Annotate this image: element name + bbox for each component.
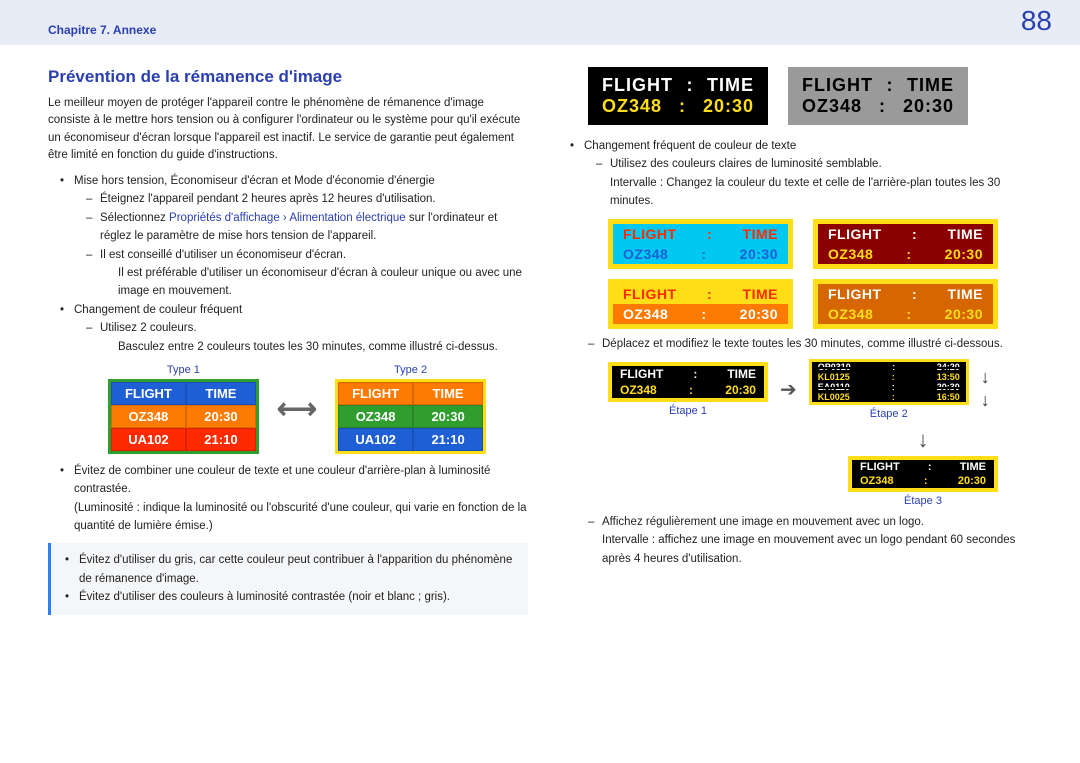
step3-panel: FLIGHT:TIME OZ348:20:30 <box>848 456 998 492</box>
bullet-avoid-contrast: Évitez de combiner une couleur de texte … <box>64 462 528 536</box>
logo-interval: Intervalle : affichez une image en mouve… <box>602 531 1038 568</box>
note-contrast: Évitez d'utiliser des couleurs à luminos… <box>69 588 516 606</box>
sub-logo: Affichez régulièrement une image en mouv… <box>592 513 1038 568</box>
panel-black: FLIGHT:TIME OZ348:20:30 <box>588 67 768 125</box>
step2-label: Étape 2 <box>809 408 969 420</box>
step1-label: Étape 1 <box>608 405 768 417</box>
section-title: Prévention de la rémanence d'image <box>48 67 528 87</box>
luminosity-note: (Luminosité : indique la luminosité ou l… <box>74 499 528 536</box>
chapter-label: Chapitre 7. Annexe <box>48 23 156 37</box>
yp-2: FLIGHT:TIME OZ348:20:30 <box>813 219 998 269</box>
step1-panel: FLIGHT:TIME OZ348:20:30 <box>608 362 768 402</box>
interval-note: Intervalle : Changez la couleur du texte… <box>610 174 1038 211</box>
bullet-power: Mise hors tension, Économiseur d'écran e… <box>64 172 528 301</box>
arrow-down-icon: ↓ <box>918 427 929 453</box>
note-box: Évitez d'utiliser du gris, car cette cou… <box>48 543 528 614</box>
arrow-right-icon: ➔ <box>780 377 797 402</box>
sub-2colors-detail: Basculez entre 2 couleurs toutes les 30 … <box>100 338 528 356</box>
note-grey: Évitez d'utiliser du gris, car cette cou… <box>69 551 516 588</box>
yp-3: FLIGHT:TIME OZ348:20:30 <box>608 279 793 329</box>
sub-light-colors: Utilisez des couleurs claires de luminos… <box>600 155 1038 210</box>
sub-2colors: Utilisez 2 couleurs. Basculez entre 2 co… <box>90 319 528 356</box>
sub-move-text: Déplacez et modifiez le texte toutes les… <box>592 335 1038 353</box>
intro-paragraph: Le meilleur moyen de protéger l'appareil… <box>48 95 528 164</box>
swap-arrows-icon: ⟷ <box>277 392 317 425</box>
link-display-props[interactable]: Propriétés d'affichage <box>169 212 280 224</box>
bullet-color-change: Changement de couleur fréquent Utilisez … <box>64 301 528 356</box>
type1-label: Type 1 <box>108 364 259 376</box>
yellow-panels: FLIGHT:TIME OZ348:20:30 FLIGHT:TIME OZ34… <box>608 219 1038 329</box>
bullet-text-color: Changement fréquent de couleur de texte … <box>574 137 1038 211</box>
type-figure: Type 1 FLIGHT TIME OZ348 20:30 UA102 21:… <box>66 364 528 454</box>
type2-label: Type 2 <box>335 364 486 376</box>
step2-panel: OP0310:24:20 KL0125:13:50 EA0110:20:30 K… <box>809 359 969 405</box>
steps-figure: FLIGHT:TIME OZ348:20:30 Étape 1 ➔ OP0310… <box>608 359 1038 420</box>
link-power[interactable]: Alimentation électrique <box>289 212 405 224</box>
sub-screensaver-detail: Il est préférable d'utiliser un économis… <box>100 264 528 301</box>
type2-table: FLIGHT TIME OZ348 20:30 UA102 21:10 <box>335 379 486 454</box>
step3-label: Étape 3 <box>904 495 942 507</box>
yp-1: FLIGHT:TIME OZ348:20:30 <box>608 219 793 269</box>
left-column: Prévention de la rémanence d'image Le me… <box>48 67 528 615</box>
type1-table: FLIGHT TIME OZ348 20:30 UA102 21:10 <box>108 379 259 454</box>
right-column: FLIGHT:TIME OZ348:20:30 FLIGHT:TIME OZ34… <box>558 67 1038 615</box>
sub-select-props: Sélectionnez Propriétés d'affichage › Al… <box>90 209 528 246</box>
panel-grey: FLIGHT:TIME OZ348:20:30 <box>788 67 968 125</box>
sub-off-2h: Éteignez l'appareil pendant 2 heures apr… <box>90 190 528 208</box>
header-bar: Chapitre 7. Annexe 88 <box>0 0 1080 45</box>
page-number: 88 <box>1021 5 1052 37</box>
side-arrows-icon: ↓↓ <box>981 367 990 411</box>
yp-4: FLIGHT:TIME OZ348:20:30 <box>813 279 998 329</box>
sub-screensaver: Il est conseillé d'utiliser un économise… <box>90 246 528 301</box>
